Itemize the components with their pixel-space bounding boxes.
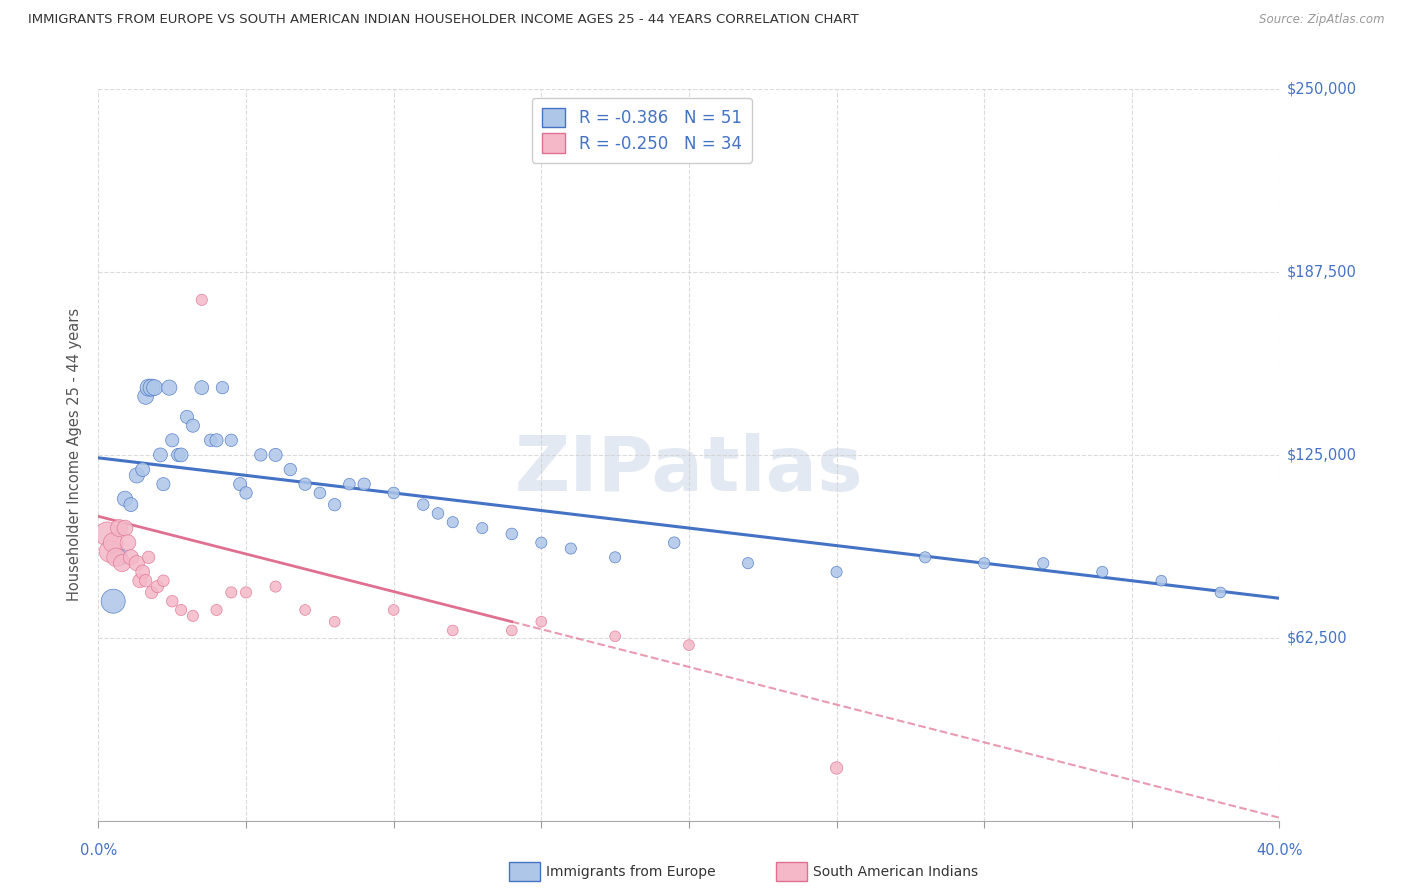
Text: $187,500: $187,500 [1286,265,1357,279]
Point [605,550,627,565]
Point [146,580,169,594]
Point [120,498,142,512]
Point [141,381,163,395]
Point [323,615,346,629]
Point [353,477,375,491]
Point [278,462,302,476]
Text: Immigrants from Europe: Immigrants from Europe [546,865,716,880]
Point [117,535,139,549]
Point [135,389,157,403]
Point [471,521,494,535]
Point [157,381,180,395]
Point [219,434,242,448]
Point [309,486,332,500]
Point [120,550,142,565]
Point [605,629,627,643]
Point [111,556,134,570]
Point [973,556,995,570]
Point [141,585,163,599]
Text: 0.0%: 0.0% [80,843,117,858]
Point [264,580,287,594]
Point [219,585,242,599]
Point [235,585,257,599]
Point [205,434,228,448]
Legend: R = -0.386   N = 51, R = -0.250   N = 34: R = -0.386 N = 51, R = -0.250 N = 34 [531,97,752,162]
Point [149,448,172,462]
Point [427,507,450,521]
Point [162,594,183,608]
Point [560,541,582,556]
Point [128,574,150,588]
Point [441,624,464,638]
Point [114,521,136,535]
Point [1091,565,1114,579]
Text: $250,000: $250,000 [1286,82,1357,96]
Point [170,603,193,617]
Text: $125,000: $125,000 [1286,448,1357,462]
Point [678,638,700,652]
Point [162,434,183,448]
Point [264,448,287,462]
Text: ZIPatlas: ZIPatlas [515,433,863,507]
Point [205,603,228,617]
Point [143,381,166,395]
Point [200,434,222,448]
Point [181,608,204,623]
Point [441,515,464,529]
Point [337,477,360,491]
Point [108,521,131,535]
Point [501,624,523,638]
Point [108,550,131,565]
Point [737,556,759,570]
Point [294,603,316,617]
Point [530,615,553,629]
Point [501,527,523,541]
Point [825,761,848,775]
Point [152,477,174,491]
Point [530,535,553,549]
Point [191,381,214,395]
Point [135,574,157,588]
Point [914,550,936,565]
Point [181,418,204,433]
Point [176,409,198,424]
Point [138,550,160,565]
Point [825,565,848,579]
Point [1209,585,1232,599]
Point [664,535,686,549]
Point [114,491,136,506]
Point [1150,574,1173,588]
Point [211,381,233,395]
Point [98,544,121,558]
Point [250,448,273,462]
Point [125,468,148,483]
Point [191,293,214,307]
Point [382,486,405,500]
Point [96,527,118,541]
Point [167,448,190,462]
Point [412,498,434,512]
Text: $62,500: $62,500 [1286,631,1347,645]
Point [1032,556,1054,570]
Point [105,550,128,565]
Point [294,477,316,491]
Y-axis label: Householder Income Ages 25 - 44 years: Householder Income Ages 25 - 44 years [67,309,83,601]
Point [323,498,346,512]
Point [229,477,252,491]
Point [235,486,257,500]
Point [125,556,148,570]
Point [138,381,160,395]
Text: IMMIGRANTS FROM EUROPE VS SOUTH AMERICAN INDIAN HOUSEHOLDER INCOME AGES 25 - 44 : IMMIGRANTS FROM EUROPE VS SOUTH AMERICAN… [28,13,859,27]
Text: Source: ZipAtlas.com: Source: ZipAtlas.com [1260,13,1385,27]
Text: 40.0%: 40.0% [1256,843,1303,858]
Point [382,603,405,617]
Point [103,535,125,549]
Point [132,462,155,476]
Point [170,448,193,462]
Text: South American Indians: South American Indians [813,865,977,880]
Point [152,574,174,588]
Point [103,594,125,608]
Point [132,565,155,579]
